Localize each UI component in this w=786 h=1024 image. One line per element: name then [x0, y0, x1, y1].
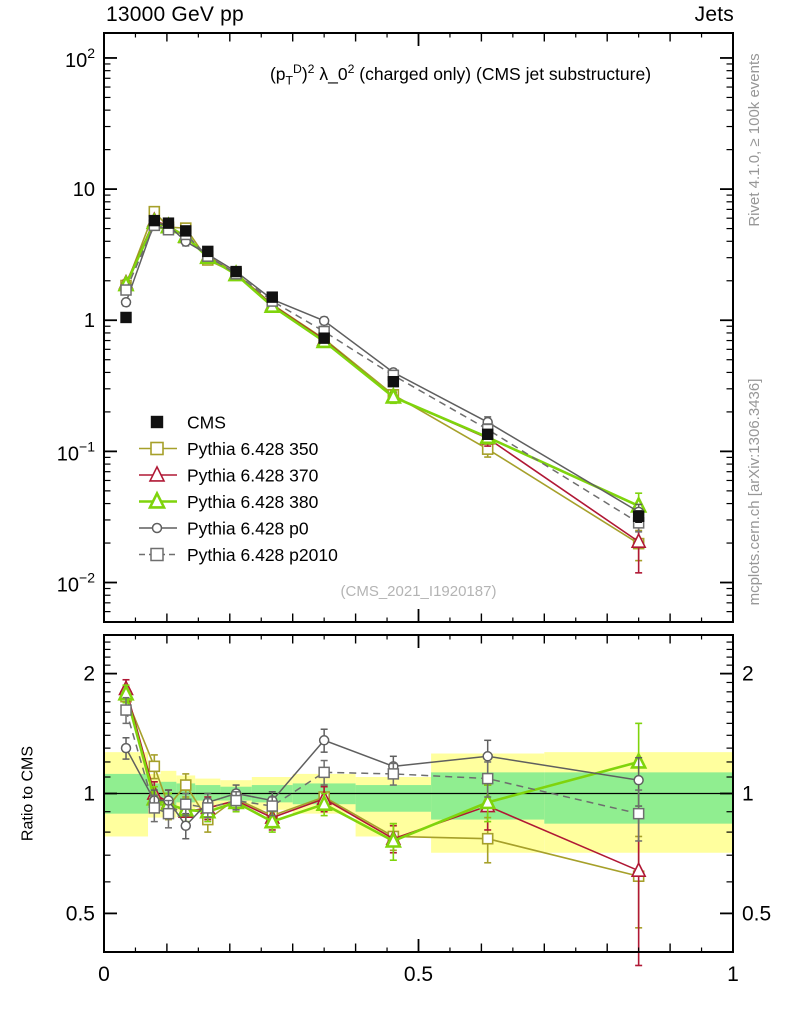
- data-point-marker: [120, 284, 132, 296]
- ratio-y-tick-label-right: 2: [742, 663, 754, 686]
- legend-label: Pythia 6.428 p0: [187, 519, 309, 539]
- data-point-marker: [482, 751, 493, 762]
- data-point-marker: [633, 774, 644, 786]
- legend-label: Pythia 6.428 370: [187, 466, 319, 486]
- data-point-marker: [481, 772, 494, 785]
- data-point-marker: [630, 861, 647, 878]
- data-point-marker: [632, 510, 645, 522]
- x-tick-label: 0: [98, 963, 110, 986]
- legend-label: Pythia 6.428 350: [187, 439, 319, 459]
- main-y-tick-label: 10−1: [57, 438, 95, 465]
- analysis-id-watermark: (CMS_2021_I1920187): [340, 583, 497, 600]
- main-y-axis-ticks: [104, 57, 733, 623]
- title-fragment: (p: [269, 63, 286, 84]
- legend-entry-pythia-6-428-380: Pythia 6.428 380: [139, 490, 319, 512]
- data-point-marker: [150, 547, 164, 562]
- ratio-y-tick-label-right: 1: [742, 783, 754, 806]
- legend-entry-pythia-6-428-350: Pythia 6.428 350: [139, 439, 319, 459]
- data-point-marker: [481, 832, 494, 845]
- ratio-y-axis-labels: 2 2 1 1 0.5 0.5: [66, 663, 771, 926]
- main-y-tick-label: 10: [73, 179, 95, 201]
- main-y-tick-label: 1: [84, 310, 95, 332]
- data-point-marker: [266, 291, 278, 303]
- data-point-marker: [632, 807, 645, 820]
- title-fragment: D: [292, 62, 302, 76]
- title-fragment: (charged only) (CMS jet substructure): [354, 63, 652, 84]
- main-y-tick-label: 10−2: [57, 570, 95, 597]
- x-axis-labels: 0 0.5 1: [98, 963, 739, 986]
- data-point-marker: [202, 245, 214, 258]
- beam-energy-label: 13000 GeV pp: [106, 3, 244, 26]
- legend-entry-cms: CMS: [150, 413, 226, 433]
- data-point-marker: [150, 441, 164, 456]
- main-y-tick-label: 102: [65, 45, 95, 72]
- data-point-marker: [387, 375, 400, 388]
- data-point-marker: [148, 760, 161, 773]
- cms-data-points: [120, 214, 645, 523]
- data-point-marker: [162, 807, 175, 820]
- legend-entry-pythia-6-428-370: Pythia 6.428 370: [139, 465, 319, 486]
- data-point-marker: [318, 735, 330, 746]
- data-point-marker: [318, 766, 330, 779]
- legend: CMS Pythia 6.428 350 Pythia 6.428 370 Pythi…: [139, 413, 338, 565]
- title-fragment: 2: [307, 62, 315, 76]
- data-point-marker: [120, 704, 132, 716]
- data-point-marker: [481, 428, 494, 440]
- data-point-marker: [120, 742, 132, 754]
- legend-entry-pythia-6-428-p0: Pythia 6.428 p0: [139, 519, 309, 539]
- data-point-marker: [479, 791, 497, 810]
- data-point-marker: [180, 798, 192, 810]
- legend-label: Pythia 6.428 p2010: [187, 545, 338, 565]
- title-fragment: 2: [347, 62, 355, 76]
- ratio-y-tick-label: 1: [83, 783, 95, 806]
- data-point-marker: [180, 820, 192, 831]
- data-point-marker: [202, 802, 214, 814]
- data-point-marker: [266, 800, 279, 812]
- data-point-marker: [180, 225, 192, 237]
- x-tick-label: 0.5: [404, 963, 433, 986]
- data-point-marker: [318, 315, 330, 327]
- data-point-marker: [150, 415, 164, 429]
- data-point-marker: [263, 811, 281, 829]
- data-point-marker: [318, 332, 330, 344]
- data-point-marker: [230, 265, 242, 278]
- analysis-group-label: Jets: [694, 3, 734, 26]
- data-point-marker: [315, 793, 333, 812]
- ratio-y-tick-label: 0.5: [66, 902, 95, 925]
- legend-label: Pythia 6.428 380: [187, 492, 319, 512]
- data-point-marker: [179, 779, 192, 791]
- rivet-version-label: Rivet 4.1.0, ≥ 100k events: [746, 53, 763, 227]
- mcplots-arxiv-label: mcplots.cern.ch [arXiv:1306.3436]: [746, 378, 763, 606]
- data-point-marker: [120, 311, 132, 324]
- data-point-marker: [384, 386, 402, 404]
- legend-entry-pythia-6-428-p2010: Pythia 6.428 p2010: [139, 545, 338, 565]
- legend-label: CMS: [187, 413, 226, 433]
- ratio-y-axis-ticks: [104, 641, 733, 953]
- observable-title: (pTD)2 λ_02 (charged only) (CMS jet subs…: [104, 62, 733, 87]
- ratio-axis-label: Ratio to CMS: [19, 745, 37, 842]
- main-y-axis-labels: 102 10 1 10−1 10−2: [57, 45, 95, 597]
- data-point-marker: [230, 794, 242, 807]
- data-point-marker: [148, 465, 166, 482]
- series-pythia-6-428-p2010-ratio: [120, 696, 645, 842]
- data-point-marker: [120, 297, 132, 308]
- ratio-y-tick-label: 2: [83, 663, 95, 686]
- data-point-marker: [162, 217, 175, 229]
- x-axis-ticks: [103, 33, 734, 952]
- title-fragment: T: [285, 73, 293, 88]
- data-point-marker: [387, 768, 400, 780]
- data-point-marker: [148, 214, 161, 227]
- data-point-marker: [148, 802, 161, 814]
- x-tick-label: 1: [727, 963, 739, 986]
- data-point-marker: [151, 522, 163, 534]
- data-point-marker: [630, 532, 647, 548]
- ratio-y-tick-label-right: 0.5: [742, 902, 771, 925]
- title-fragment: ): [301, 63, 308, 84]
- title-fragment: λ_0: [314, 63, 348, 84]
- data-point-marker: [384, 830, 402, 848]
- data-point-marker: [147, 490, 167, 509]
- green-band-bin: [355, 785, 432, 812]
